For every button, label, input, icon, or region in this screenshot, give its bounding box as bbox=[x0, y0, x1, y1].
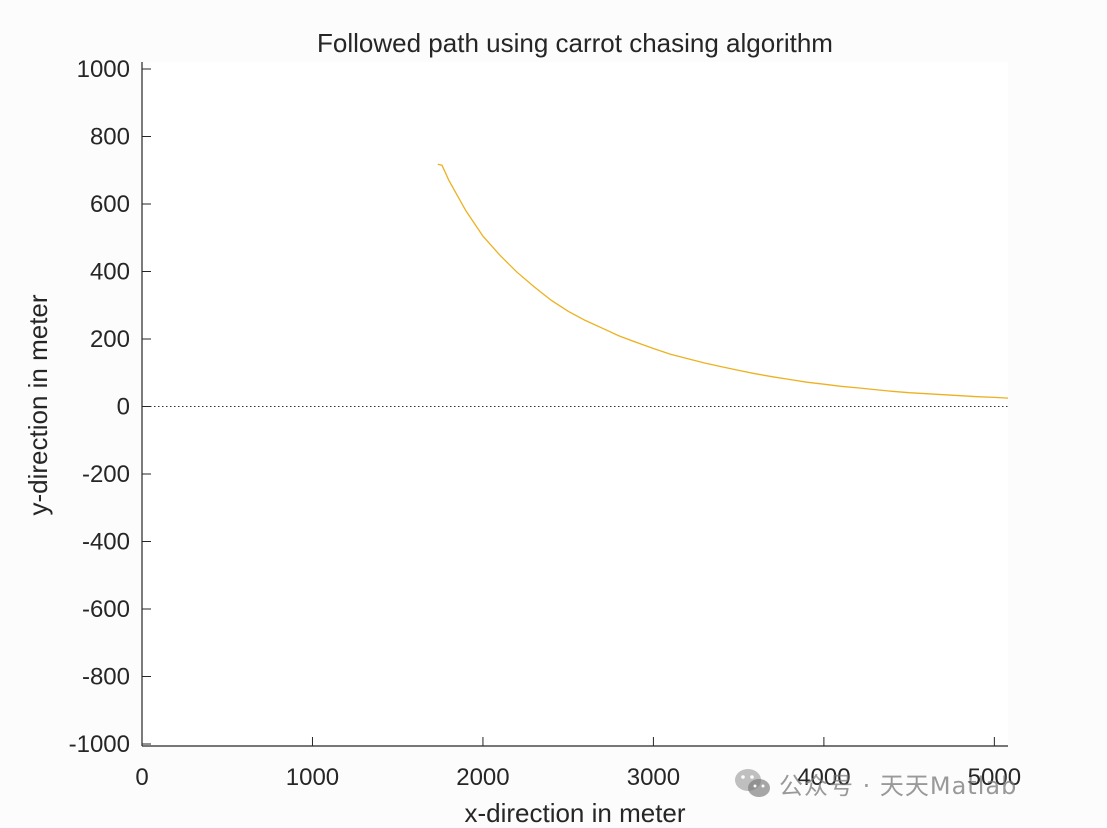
chart-title: Followed path using carrot chasing algor… bbox=[317, 28, 833, 58]
axes-lines bbox=[141, 62, 1008, 747]
y-tick-label: 200 bbox=[90, 326, 130, 353]
x-tick-label: 4000 bbox=[797, 764, 850, 791]
wechat-icon bbox=[735, 768, 770, 797]
x-tick-label: 5000 bbox=[968, 764, 1021, 791]
y-axis-ticks: -1000 -800 -600 -400 -200 0 200 400 600 800 1000 bbox=[69, 56, 151, 758]
x-axis-ticks: 0 1000 2000 3000 4000 5000 bbox=[135, 737, 1021, 791]
y-axis-label: y-direction in meter bbox=[23, 294, 53, 515]
plot-lines bbox=[142, 163, 1009, 407]
y-tick-label: -200 bbox=[82, 461, 130, 488]
x-tick-label: 3000 bbox=[627, 764, 680, 791]
y-tick-label: -800 bbox=[82, 664, 130, 691]
y-tick-label: 0 bbox=[117, 394, 130, 421]
y-tick-label: 600 bbox=[90, 191, 130, 218]
x-axis-label: x-direction in meter bbox=[464, 798, 685, 828]
followed-path-line bbox=[437, 163, 1009, 399]
x-tick-label: 1000 bbox=[286, 764, 339, 791]
y-tick-label: -400 bbox=[82, 529, 130, 556]
y-tick-label: 400 bbox=[90, 259, 130, 286]
watermark: 公众号 · 天天Matlab bbox=[733, 766, 1017, 801]
y-tick-label: -1000 bbox=[69, 731, 130, 758]
y-tick-label: 1000 bbox=[77, 56, 130, 83]
x-tick-label: 2000 bbox=[456, 764, 509, 791]
x-tick-label: 0 bbox=[135, 764, 148, 791]
axes-background bbox=[142, 62, 1008, 746]
y-tick-label: -600 bbox=[82, 596, 130, 623]
watermark-text: 公众号 · 天天Matlab bbox=[779, 772, 1018, 800]
y-tick-label: 800 bbox=[90, 124, 130, 151]
